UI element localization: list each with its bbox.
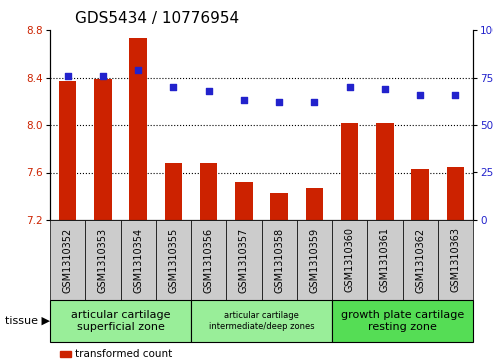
Text: GSM1310362: GSM1310362 — [415, 228, 425, 293]
Bar — [59, 81, 76, 220]
Bar — [376, 123, 394, 220]
Point — [275, 99, 283, 105]
Text: GSM1310353: GSM1310353 — [98, 228, 108, 293]
Point — [240, 97, 248, 103]
Point — [346, 84, 353, 90]
Text: GSM1310361: GSM1310361 — [380, 228, 390, 293]
Point — [134, 67, 142, 73]
Text: articular cartilage
intermediate/deep zones: articular cartilage intermediate/deep zo… — [209, 311, 315, 331]
Text: tissue ▶: tissue ▶ — [5, 316, 50, 326]
Point — [416, 92, 424, 98]
Bar — [306, 188, 323, 220]
Bar — [341, 123, 358, 220]
Bar — [94, 79, 112, 220]
Text: GSM1310359: GSM1310359 — [310, 228, 319, 293]
Point — [452, 92, 459, 98]
Point — [170, 84, 177, 90]
Point — [381, 86, 389, 92]
Point — [311, 99, 318, 105]
Text: GSM1310356: GSM1310356 — [204, 228, 213, 293]
Text: GSM1310352: GSM1310352 — [63, 227, 72, 293]
Bar — [447, 167, 464, 220]
Point — [64, 73, 71, 78]
Text: GSM1310355: GSM1310355 — [169, 227, 178, 293]
Text: GSM1310363: GSM1310363 — [451, 228, 460, 293]
Text: articular cartilage
superficial zone: articular cartilage superficial zone — [71, 310, 170, 332]
Text: GSM1310360: GSM1310360 — [345, 228, 354, 293]
Point — [99, 73, 107, 78]
Text: GSM1310357: GSM1310357 — [239, 227, 249, 293]
Bar — [270, 193, 288, 220]
Text: growth plate cartilage
resting zone: growth plate cartilage resting zone — [341, 310, 464, 332]
Bar — [200, 163, 217, 220]
Text: GSM1310358: GSM1310358 — [274, 228, 284, 293]
Point — [205, 88, 212, 94]
Text: GSM1310354: GSM1310354 — [133, 228, 143, 293]
Bar — [165, 163, 182, 220]
Text: transformed count: transformed count — [74, 349, 172, 359]
Text: GDS5434 / 10776954: GDS5434 / 10776954 — [74, 11, 239, 26]
Bar — [411, 169, 429, 220]
Bar — [129, 38, 147, 220]
Bar — [235, 182, 253, 220]
